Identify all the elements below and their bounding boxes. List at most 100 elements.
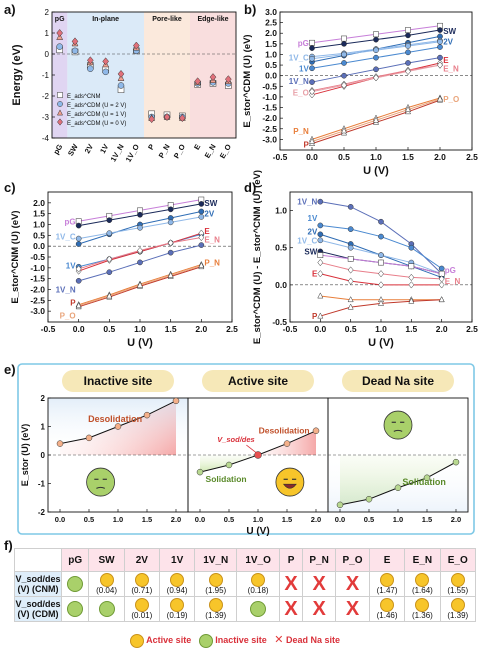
y-tick-label: 1.5 <box>33 209 45 219</box>
face-mouth <box>393 429 403 432</box>
vsod-value: (1.55) <box>447 586 469 595</box>
x-tick-label: 1V_O <box>124 142 141 163</box>
x-tick-label: 1V_N <box>109 143 126 164</box>
column-header: 1V <box>158 548 196 572</box>
data-point <box>308 137 316 144</box>
series-label: 1V_N <box>289 77 309 86</box>
data-point <box>423 474 431 482</box>
data-point <box>408 244 415 251</box>
inactive-site-emoji-icon <box>198 633 213 648</box>
data-point <box>137 259 143 266</box>
data-point <box>106 269 113 276</box>
data-point <box>394 484 402 492</box>
data-point <box>378 233 384 240</box>
data-point <box>225 461 233 469</box>
active-site-emoji-icon <box>99 573 114 587</box>
vsod-value: (0.71) <box>131 586 153 595</box>
x-tick-label: 2.0 <box>436 324 448 334</box>
series-label: P_N <box>293 127 309 136</box>
chart-a: pG In-plane Pore-like Edge-like210-1-2-3-4p… <box>11 8 237 164</box>
x-tick-label: 2V <box>83 143 95 155</box>
data-point <box>378 218 384 225</box>
panel-label-d: d) <box>244 180 257 195</box>
subpanel-title-pill <box>62 370 174 392</box>
y-tick-label: 2.0 <box>33 198 45 208</box>
data-point <box>317 252 324 258</box>
data-point <box>438 275 445 283</box>
series-label: 1V_N <box>56 286 76 295</box>
panel-label-a: a) <box>4 2 16 17</box>
data-point <box>340 127 348 134</box>
legend-inactive-label: Inactive site <box>215 635 267 645</box>
vsod-value: (0.94) <box>166 586 188 595</box>
data-point <box>377 299 385 306</box>
data-point <box>347 277 354 285</box>
data-point <box>347 226 354 232</box>
x-tick-label: P <box>146 143 156 152</box>
data-point <box>87 56 94 65</box>
data-point <box>75 302 82 309</box>
active-site-emoji-icon <box>415 598 430 612</box>
x-tick-label: 0.0 <box>73 324 85 334</box>
table-cell: (1.64) <box>404 571 441 597</box>
inactive-site-emoji-icon <box>98 601 115 617</box>
subpanel-title: Active site <box>228 374 288 388</box>
data-point <box>194 77 201 86</box>
sad-face-icon <box>86 467 115 497</box>
x-tick-label: 0.5 <box>364 515 374 524</box>
y-tick-label: 0 <box>45 50 50 59</box>
data-point <box>317 198 324 205</box>
data-point <box>405 27 411 33</box>
y-tick-label: 2 <box>41 394 46 403</box>
y-tick-label: 1.0 <box>265 49 277 59</box>
y-tick-label: 0.0 <box>265 71 277 81</box>
series-label: 1V <box>66 262 76 271</box>
x-tick-label: 1.0 <box>370 152 382 162</box>
y-tick-label: -2.5 <box>262 124 277 134</box>
inactive-site-emoji-icon <box>250 601 267 617</box>
data-point <box>309 55 315 62</box>
data-point <box>148 115 155 124</box>
data-point <box>143 411 151 419</box>
data-point <box>378 270 384 278</box>
figure-charts: pG In-plane Pore-like Edge-like210-1-2-3-4p… <box>10 7 478 537</box>
table-cell: (1.39) <box>194 596 238 622</box>
x-tick-label: E <box>192 143 202 152</box>
x-tick-label: 2.5 <box>466 152 478 162</box>
data-point <box>336 501 344 509</box>
data-point <box>309 45 315 51</box>
x-tick-label: 1.5 <box>142 515 152 524</box>
data-point <box>378 281 384 289</box>
series-label: 1V_C <box>297 236 317 245</box>
legend-label: E_ads^CDM (U = 1 V) <box>67 112 126 118</box>
table-cell: (1.39) <box>439 596 477 622</box>
data-point <box>309 39 315 46</box>
vsod-marker <box>254 451 262 459</box>
data-point <box>378 252 384 258</box>
y-tick-label: -4 <box>42 134 50 143</box>
y-tick-label: -0.5 <box>262 81 277 91</box>
y-tick-label: 2.5 <box>265 18 277 28</box>
data-point <box>347 244 354 251</box>
y-tick-label: 1.0 <box>33 220 45 230</box>
x-tick-label: 1.0 <box>375 324 387 334</box>
x-tick-label: 2.5 <box>226 324 238 334</box>
chart-b: -0.5 0.0 0.5 1.0 1.5 2.0 2.53.02.52.01.51.00.5… <box>242 7 478 177</box>
series-label: 1V_C <box>56 232 76 241</box>
y-tick-label: -1.0 <box>262 92 277 102</box>
table-cell: X <box>279 571 304 597</box>
chart-e: Inactive site 0.0 0.5 1.0 1.5 2.0 Desolidation… <box>17 363 475 537</box>
vsod-value: (1.46) <box>376 611 398 620</box>
series-label: P_O <box>443 95 459 104</box>
x-tick-label: 0.5 <box>338 152 350 162</box>
data-point <box>167 249 174 256</box>
data-point <box>133 41 140 50</box>
table-row: V_sod/des (V) (CDM) (0.01) (0.19) (1.39) X X X… <box>14 596 477 622</box>
vsod-value: (0.01) <box>131 611 153 620</box>
data-point <box>347 296 354 303</box>
y-tick-label: -2.5 <box>30 295 45 305</box>
data-point <box>408 297 415 304</box>
table-cell: X <box>279 596 304 622</box>
data-point <box>198 242 205 248</box>
x-tick-label: 1.0 <box>134 324 146 334</box>
